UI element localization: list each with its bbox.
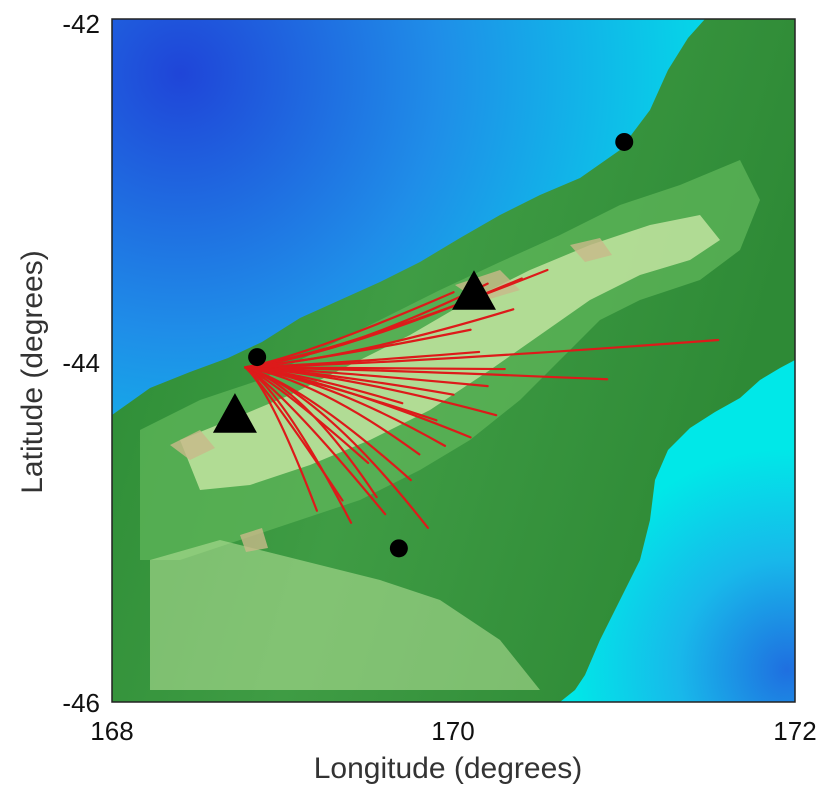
- trajectory-line: [244, 366, 498, 417]
- trajectory-line: [244, 366, 318, 512]
- trajectory-line: [244, 366, 404, 405]
- y-tick-label: -42: [62, 9, 100, 39]
- highland-south: [150, 540, 540, 690]
- y-tick-label: -44: [62, 348, 100, 378]
- triangle-marker: [212, 393, 257, 433]
- x-axis-label: Longitude (degrees): [314, 752, 583, 785]
- station-markers: [212, 132, 634, 558]
- x-tick-label: 170: [431, 716, 474, 746]
- y-axis-label: Latitude (degrees): [16, 250, 49, 494]
- trajectory-line: [244, 350, 481, 369]
- circle-marker: [248, 348, 267, 367]
- trajectory-line: [244, 366, 429, 529]
- x-tick-label: 168: [90, 716, 133, 746]
- trajectory-line: [244, 328, 472, 369]
- highland-region: [180, 215, 720, 490]
- trajectory-line: [244, 366, 353, 524]
- circle-marker: [615, 132, 634, 151]
- trajectory-line: [244, 282, 489, 369]
- x-tick-label: 172: [773, 716, 816, 746]
- triangle-marker: [451, 270, 496, 310]
- circle-marker: [389, 539, 408, 558]
- trajectory-line: [244, 366, 506, 371]
- map-plot-area: [112, 19, 795, 702]
- y-tick-label: -46: [62, 688, 100, 718]
- plot-frame: [111, 18, 796, 703]
